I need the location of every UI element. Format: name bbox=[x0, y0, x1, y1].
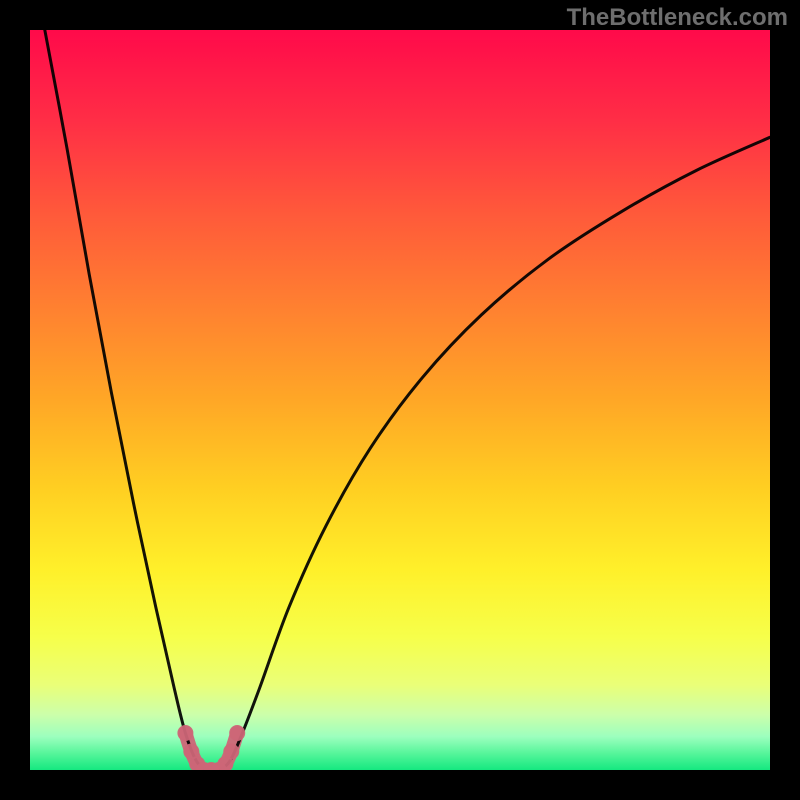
chart-container: TheBottleneck.com bbox=[0, 0, 800, 800]
gradient-background bbox=[30, 30, 770, 770]
chart-svg bbox=[30, 30, 770, 770]
watermark-text: TheBottleneck.com bbox=[567, 4, 788, 32]
plot-area bbox=[30, 30, 770, 770]
